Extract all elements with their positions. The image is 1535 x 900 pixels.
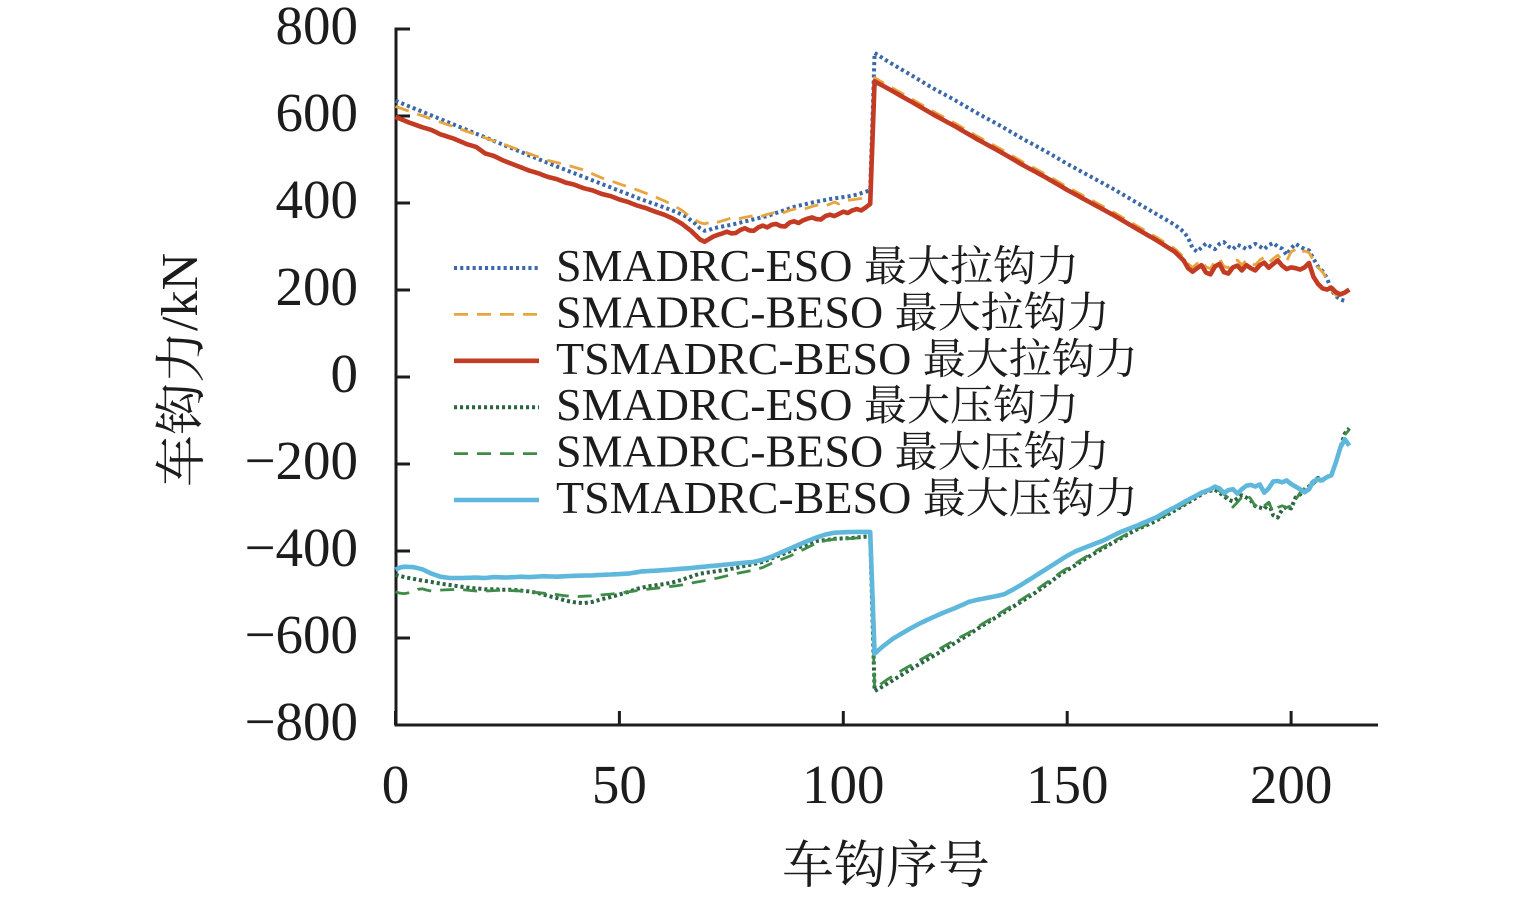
svg-text:50: 50 [592,754,647,815]
svg-text:0: 0 [382,754,410,815]
svg-text:−800: −800 [244,691,358,752]
svg-text:−600: −600 [244,604,358,665]
svg-text:/kN: /kN [152,253,209,331]
svg-text:200: 200 [276,256,359,317]
svg-text:TSMADRC-BESO: TSMADRC-BESO [556,333,911,384]
svg-text:SMADRC-BESO: SMADRC-BESO [556,286,883,337]
svg-text:TSMADRC-BESO: TSMADRC-BESO [556,472,911,523]
svg-text:SMADRC-BESO: SMADRC-BESO [556,426,883,477]
svg-text:100: 100 [802,754,885,815]
svg-text:SMADRC-ESO: SMADRC-ESO [556,379,853,430]
svg-text:SMADRC-ESO: SMADRC-ESO [556,240,853,291]
svg-text:150: 150 [1026,754,1109,815]
svg-text:−200: −200 [244,430,358,491]
svg-text:200: 200 [1250,754,1333,815]
svg-text:0: 0 [331,343,359,404]
svg-text:800: 800 [276,0,359,56]
svg-text:600: 600 [276,82,359,143]
svg-text:−400: −400 [244,517,358,578]
svg-text:400: 400 [276,169,359,230]
